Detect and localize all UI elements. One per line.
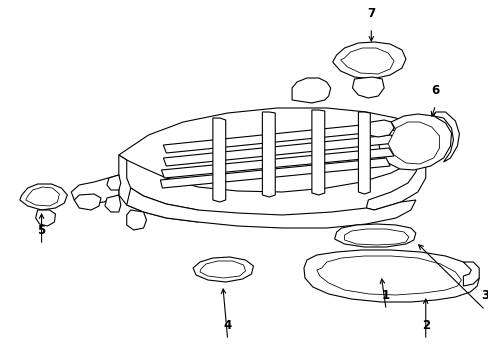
Polygon shape — [344, 229, 408, 245]
Polygon shape — [119, 155, 203, 222]
Text: 4: 4 — [223, 319, 231, 332]
Polygon shape — [433, 112, 458, 162]
Polygon shape — [26, 187, 59, 206]
Text: 3: 3 — [480, 289, 488, 302]
Text: 7: 7 — [366, 7, 375, 20]
Polygon shape — [161, 148, 393, 178]
Polygon shape — [36, 210, 55, 226]
Polygon shape — [291, 78, 330, 103]
Polygon shape — [262, 112, 275, 197]
Polygon shape — [163, 135, 395, 166]
Polygon shape — [200, 261, 245, 278]
Polygon shape — [387, 122, 439, 164]
Polygon shape — [364, 120, 393, 137]
Polygon shape — [463, 262, 478, 286]
Polygon shape — [358, 112, 369, 194]
Text: 5: 5 — [38, 224, 45, 237]
Polygon shape — [119, 108, 425, 192]
Polygon shape — [163, 122, 395, 153]
Polygon shape — [105, 195, 121, 212]
Text: 2: 2 — [421, 319, 429, 332]
Polygon shape — [71, 175, 119, 204]
Text: 1: 1 — [381, 289, 389, 302]
Polygon shape — [332, 42, 405, 79]
Polygon shape — [377, 114, 450, 170]
Polygon shape — [340, 48, 393, 74]
Polygon shape — [20, 184, 67, 210]
Polygon shape — [334, 224, 415, 247]
Polygon shape — [160, 158, 389, 188]
Polygon shape — [410, 143, 435, 158]
Polygon shape — [193, 257, 253, 282]
Polygon shape — [126, 188, 415, 228]
Polygon shape — [311, 110, 324, 195]
Polygon shape — [107, 175, 121, 190]
Polygon shape — [304, 250, 478, 302]
Polygon shape — [126, 210, 146, 230]
Polygon shape — [316, 256, 461, 295]
Polygon shape — [212, 118, 225, 202]
Polygon shape — [74, 194, 101, 210]
Polygon shape — [366, 138, 425, 210]
Polygon shape — [352, 77, 384, 98]
Text: 6: 6 — [430, 84, 439, 97]
